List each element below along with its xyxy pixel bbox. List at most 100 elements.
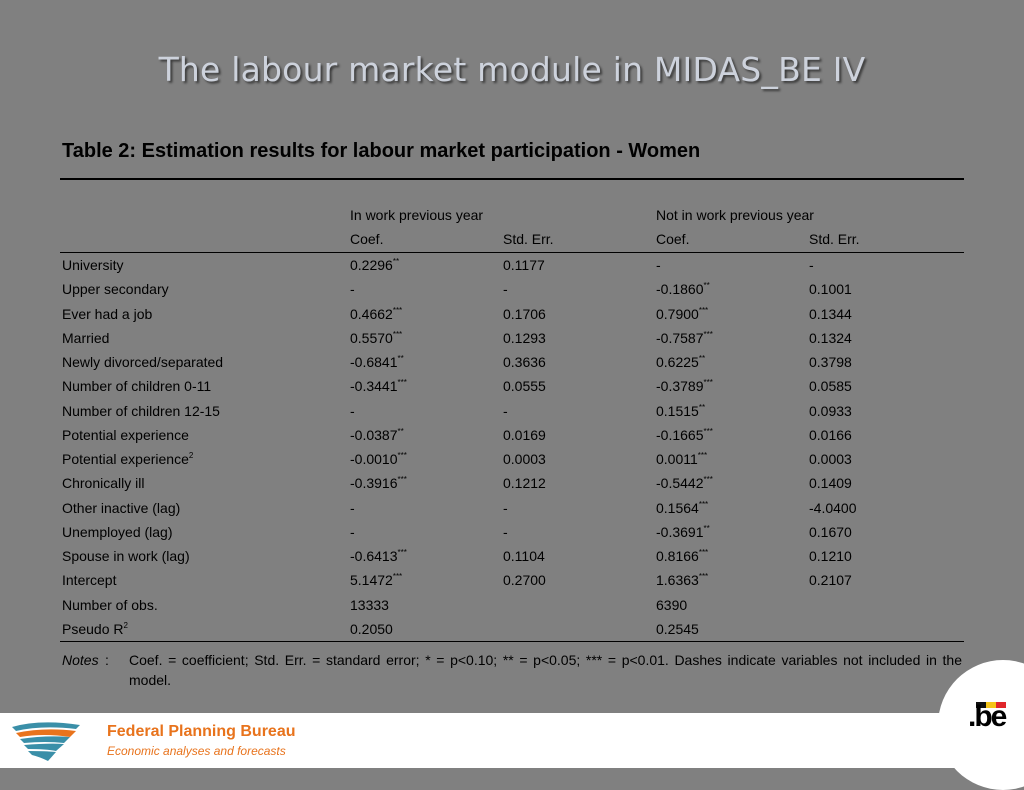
coef-not-in-work: 0.0011*** <box>656 451 707 467</box>
coef-in-work-value: 0.2296 <box>350 257 393 273</box>
table-header-rule <box>60 252 964 253</box>
table-bottom-rule <box>60 641 964 642</box>
stderr-not-in-work: 0.1324 <box>809 330 852 346</box>
coef-in-work: - <box>350 500 355 516</box>
stderr-in-work: - <box>503 403 508 419</box>
coef-in-work: 0.4662*** <box>350 306 402 322</box>
row-label-value: Number of obs. <box>62 597 158 613</box>
group-header-not-in-work: Not in work previous year <box>656 207 814 223</box>
row-label: University <box>62 257 123 273</box>
stderr-not-in-work: 0.1670 <box>809 524 852 540</box>
coef-in-work-value: -0.6841 <box>350 354 398 370</box>
stderr-in-work: - <box>503 281 508 297</box>
significance-stars: *** <box>392 306 403 315</box>
row-label-value: Intercept <box>62 572 117 588</box>
row-label-value: Potential experience <box>62 451 189 467</box>
significance-stars: ** <box>698 403 706 412</box>
coef-in-work-value: - <box>350 524 355 540</box>
stderr-not-in-work-value: 0.1670 <box>809 524 852 540</box>
notes-text: Coef. = coefficient; Std. Err. = standar… <box>129 652 962 688</box>
row-label: Pseudo R2 <box>62 621 128 637</box>
significance-stars: *** <box>397 378 407 387</box>
coef-not-in-work-value: -0.5442 <box>656 475 704 491</box>
coef-not-in-work-value: 0.1564 <box>656 500 699 516</box>
stderr-in-work: 0.1177 <box>503 257 545 273</box>
coef-not-in-work: -0.7587*** <box>656 330 713 346</box>
significance-stars: *** <box>698 500 709 509</box>
row-label-value: Number of children 12-15 <box>62 403 220 419</box>
stderr-not-in-work-value: 0.3798 <box>809 354 852 370</box>
coef-in-work: -0.6413*** <box>350 548 407 564</box>
coef-in-work-value: 0.4662 <box>350 306 393 322</box>
significance-stars: *** <box>397 548 407 557</box>
coef-not-in-work: 0.1564*** <box>656 500 708 516</box>
row-label-value: Chronically ill <box>62 475 145 491</box>
stderr-in-work: 0.2700 <box>503 572 546 588</box>
stderr-not-in-work: 0.2107 <box>809 572 852 588</box>
row-label-value: Unemployed (lag) <box>62 524 173 540</box>
subheader-coef-2: Coef. <box>656 231 690 247</box>
coef-not-in-work-value: -0.7587 <box>656 330 704 346</box>
coef-in-work-value: - <box>350 500 355 516</box>
be-logo: .be <box>968 700 1007 733</box>
coef-not-in-work-value: -0.3789 <box>656 378 704 394</box>
notes-colon: : <box>105 652 109 668</box>
stderr-not-in-work: -4.0400 <box>809 500 856 516</box>
row-label: Newly divorced/separated <box>62 354 223 370</box>
row-label-value: University <box>62 257 124 273</box>
row-label: Potential experience <box>62 427 189 443</box>
coef-not-in-work: -0.5442*** <box>656 475 713 491</box>
org-name: Federal Planning Bureau <box>107 723 296 740</box>
stderr-in-work-value: 0.1293 <box>503 330 546 346</box>
stderr-not-in-work-value: 0.1324 <box>809 330 852 346</box>
stderr-not-in-work-value: 0.0585 <box>809 378 852 394</box>
coef-in-work: 5.1472*** <box>350 572 402 588</box>
stderr-not-in-work-value: 0.0166 <box>809 427 852 443</box>
table-top-rule <box>60 178 964 180</box>
coef-not-in-work: -0.1665*** <box>656 427 713 443</box>
row-label: Potential experience2 <box>62 451 193 467</box>
stderr-not-in-work-value: - <box>809 257 814 273</box>
significance-stars: *** <box>698 548 709 557</box>
coef-in-work: - <box>350 281 355 297</box>
superscript: 2 <box>188 451 194 460</box>
table-caption: Table 2: Estimation results for labour m… <box>62 140 701 162</box>
stderr-not-in-work-value: -4.0400 <box>809 500 857 516</box>
significance-stars: ** <box>703 281 710 290</box>
stderr-not-in-work-value: 0.2107 <box>809 572 852 588</box>
row-label: Other inactive (lag) <box>62 500 180 516</box>
coef-not-in-work-value: 0.2545 <box>656 621 699 637</box>
coef-not-in-work: 6390 <box>656 597 687 613</box>
stderr-not-in-work-value: 0.0933 <box>809 403 852 419</box>
significance-stars: ** <box>703 524 710 533</box>
stderr-not-in-work-value: 0.1409 <box>809 475 852 491</box>
stderr-not-in-work: 0.0166 <box>809 427 852 443</box>
significance-stars: *** <box>703 378 713 387</box>
row-label: Number of obs. <box>62 597 158 613</box>
coef-not-in-work: -0.3691** <box>656 524 710 540</box>
org-tagline: Economic analyses and forecasts <box>107 744 286 758</box>
stderr-in-work-value: 0.2700 <box>503 572 546 588</box>
coef-in-work: -0.0010*** <box>350 451 407 467</box>
row-label: Ever had a job <box>62 306 152 322</box>
stderr-in-work-value: 0.1177 <box>503 257 545 273</box>
coef-not-in-work: 0.8166*** <box>656 548 708 564</box>
significance-stars: *** <box>703 475 713 484</box>
coef-not-in-work-value: -0.1665 <box>656 427 704 443</box>
stderr-not-in-work: 0.1210 <box>809 548 852 564</box>
coef-not-in-work-value: 1.6363 <box>656 572 699 588</box>
coef-in-work-value: 5.1472 <box>350 572 393 588</box>
significance-stars: *** <box>697 451 708 460</box>
coef-not-in-work: 0.6225** <box>656 354 705 370</box>
coef-in-work-value: 13333 <box>350 597 389 613</box>
stderr-not-in-work: 0.0003 <box>809 451 852 467</box>
coef-not-in-work-value: 0.0011 <box>656 451 698 467</box>
stderr-not-in-work: - <box>809 257 814 273</box>
stderr-in-work-value: 0.0003 <box>503 451 546 467</box>
significance-stars: ** <box>392 257 400 266</box>
row-label-value: Upper secondary <box>62 281 169 297</box>
row-label-value: Pseudo R <box>62 621 124 637</box>
row-label: Number of children 0-11 <box>62 378 211 394</box>
stderr-in-work: 0.1706 <box>503 306 546 322</box>
stderr-in-work-value: - <box>503 281 508 297</box>
